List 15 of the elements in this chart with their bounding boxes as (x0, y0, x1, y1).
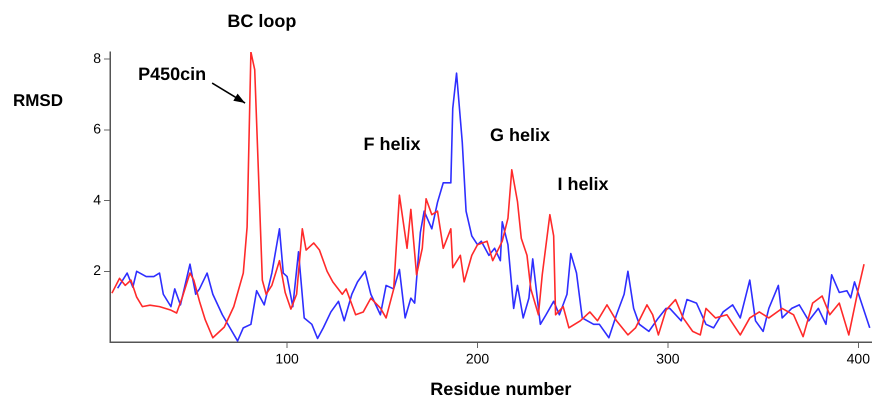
x-tick-label: 200 (466, 350, 490, 366)
annotation: BC loop (227, 10, 296, 31)
annotation: P450cin (138, 64, 206, 84)
annotation: F helix (363, 134, 421, 154)
x-axis-title: Residue number (430, 378, 572, 399)
y-axis-title: RMSD (12, 90, 64, 110)
x-tick-label: 300 (656, 350, 680, 366)
y-tick-label: 2 (93, 262, 102, 278)
x-tick-label: 100 (275, 350, 299, 366)
annotation: I helix (557, 174, 609, 194)
x-tick-label: 400 (846, 350, 870, 366)
annotation: G helix (490, 124, 550, 145)
y-tick-label: 8 (93, 50, 102, 66)
y-tick-label: 4 (93, 191, 102, 208)
y-tick-label: 6 (93, 120, 102, 137)
